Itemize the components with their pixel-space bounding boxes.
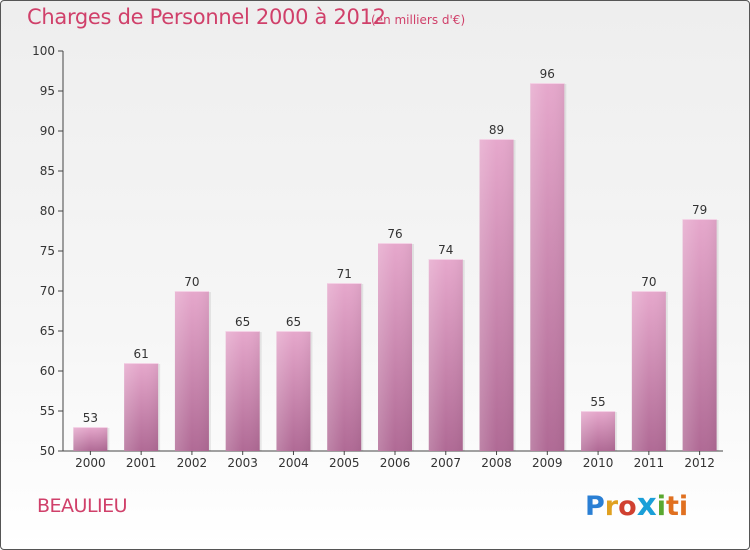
axes: 50 55 60 65 70 75 80 85 90 95 100 2000 2001 2002 2003 2… <box>32 44 723 470</box>
x-tick-label-2010: 2010 <box>583 456 614 470</box>
logo-letter: i <box>656 491 666 522</box>
bar-shine <box>73 427 108 451</box>
bar-shine <box>174 291 209 451</box>
logo-letter: t <box>665 491 679 522</box>
x-tick-label-2003: 2003 <box>227 456 258 470</box>
bar-shine <box>276 331 311 451</box>
y-tick-label: 70 <box>40 284 55 298</box>
y-tick-label: 100 <box>32 44 55 58</box>
data-label-2003: 65 <box>235 315 250 329</box>
bar-shine <box>581 411 616 451</box>
data-label-2006: 76 <box>387 227 402 241</box>
data-label-2009: 96 <box>540 67 555 81</box>
y-tick-label: 80 <box>40 204 55 218</box>
x-tick-label-2012: 2012 <box>684 456 715 470</box>
data-label-2000: 53 <box>83 411 98 425</box>
bars <box>73 83 719 451</box>
data-label-2008: 89 <box>489 123 504 137</box>
y-tick-label: 85 <box>40 164 55 178</box>
y-tick-label: 95 <box>40 84 55 98</box>
y-tick-label: 55 <box>40 404 55 418</box>
x-tick-label-2008: 2008 <box>481 456 512 470</box>
bar-shine <box>378 243 412 451</box>
bar-shine <box>682 219 717 451</box>
data-label-2005: 71 <box>337 267 352 281</box>
y-tick-label: 60 <box>40 364 55 378</box>
data-labels: 53 61 70 65 65 71 76 74 89 96 55 70 79 <box>83 67 708 425</box>
y-tick-label: 75 <box>40 244 55 258</box>
chart-title: Charges de Personnel 2000 à 2012 <box>27 5 386 29</box>
logo-letter: r <box>604 491 619 522</box>
x-tick-label-2000: 2000 <box>75 456 106 470</box>
chart-subtitle: (en milliers d'€) <box>371 13 466 27</box>
x-tick-label-2007: 2007 <box>430 456 461 470</box>
logo-letter: o <box>618 491 637 522</box>
logo-letter: i <box>678 491 689 522</box>
x-tick-label-2002: 2002 <box>177 456 208 470</box>
data-label-2004: 65 <box>286 315 301 329</box>
commune-name: BEAULIEU <box>37 495 128 517</box>
x-tick-label-2005: 2005 <box>329 456 360 470</box>
x-tick-label-2004: 2004 <box>278 456 309 470</box>
data-label-2011: 70 <box>641 275 656 289</box>
proxiti-logo: Proxiti <box>585 487 688 523</box>
bar-shine <box>479 139 514 451</box>
data-label-2010: 55 <box>590 395 605 409</box>
bar-shine <box>631 291 666 451</box>
y-tick-label: 90 <box>40 124 55 138</box>
x-tick-label-2006: 2006 <box>380 456 411 470</box>
data-label-2007: 74 <box>438 243 453 257</box>
x-tick-label-2011: 2011 <box>634 456 665 470</box>
logo-letter: P <box>585 491 605 522</box>
logo-letter: x <box>636 487 657 523</box>
y-tick-label: 65 <box>40 324 55 338</box>
data-label-2001: 61 <box>134 347 149 361</box>
bar-shine <box>530 83 565 451</box>
bar-shine <box>327 283 362 451</box>
bar-shine <box>124 363 159 451</box>
y-tick-label: 50 <box>40 444 55 458</box>
data-label-2012: 79 <box>692 203 707 217</box>
data-label-2002: 70 <box>184 275 199 289</box>
bar-shine <box>225 331 260 451</box>
bar-shine <box>428 259 463 451</box>
x-tick-label-2009: 2009 <box>532 456 563 470</box>
x-tick-label-2001: 2001 <box>126 456 157 470</box>
